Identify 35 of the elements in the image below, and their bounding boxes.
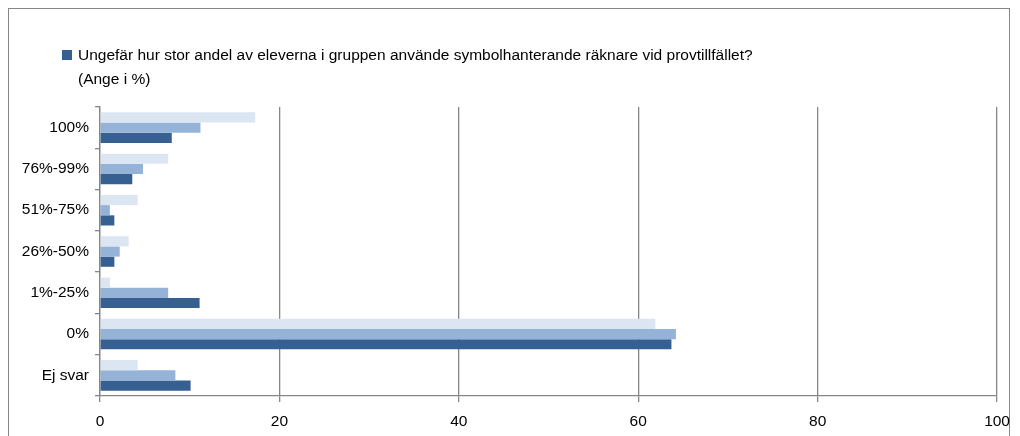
y-tick-label: 1%-25% [30,283,90,301]
bar [100,328,676,340]
bar [100,122,201,133]
y-tick-label: 100% [49,117,90,135]
x-tick-label: 100 [984,411,1011,429]
bar [100,132,172,143]
bar [100,174,133,185]
bar [100,277,110,288]
bar [100,246,120,257]
x-tick-label: 60 [629,411,648,429]
bar [100,380,191,391]
x-tick-label: 0 [95,411,105,429]
x-tick-label: 20 [270,411,289,429]
bar [100,287,169,298]
bar [100,370,176,381]
legend-label: Ungefär hur stor andel av eleverna i gruppen använde symbolhanterande räknare vid provtillfället? (Ange i %) [78,45,754,89]
y-tick-label: 76%-99% [21,159,90,177]
bar [100,163,144,175]
bar [100,236,129,247]
bar [100,360,138,371]
bar [100,112,256,123]
y-tick-label: 51%-75% [21,200,90,218]
bar [100,297,200,309]
y-tick-label: Ej svar [41,365,89,383]
bar [100,205,110,216]
bar [100,339,672,350]
bar [100,215,115,226]
y-tick-label: 0% [66,324,90,342]
bar [100,318,656,329]
bar [100,256,115,267]
x-tick-label: 80 [809,411,827,429]
y-tick-label: 26%-50% [21,241,90,259]
bar [100,153,169,164]
bar [100,194,138,206]
x-tick-label: 40 [450,411,468,429]
